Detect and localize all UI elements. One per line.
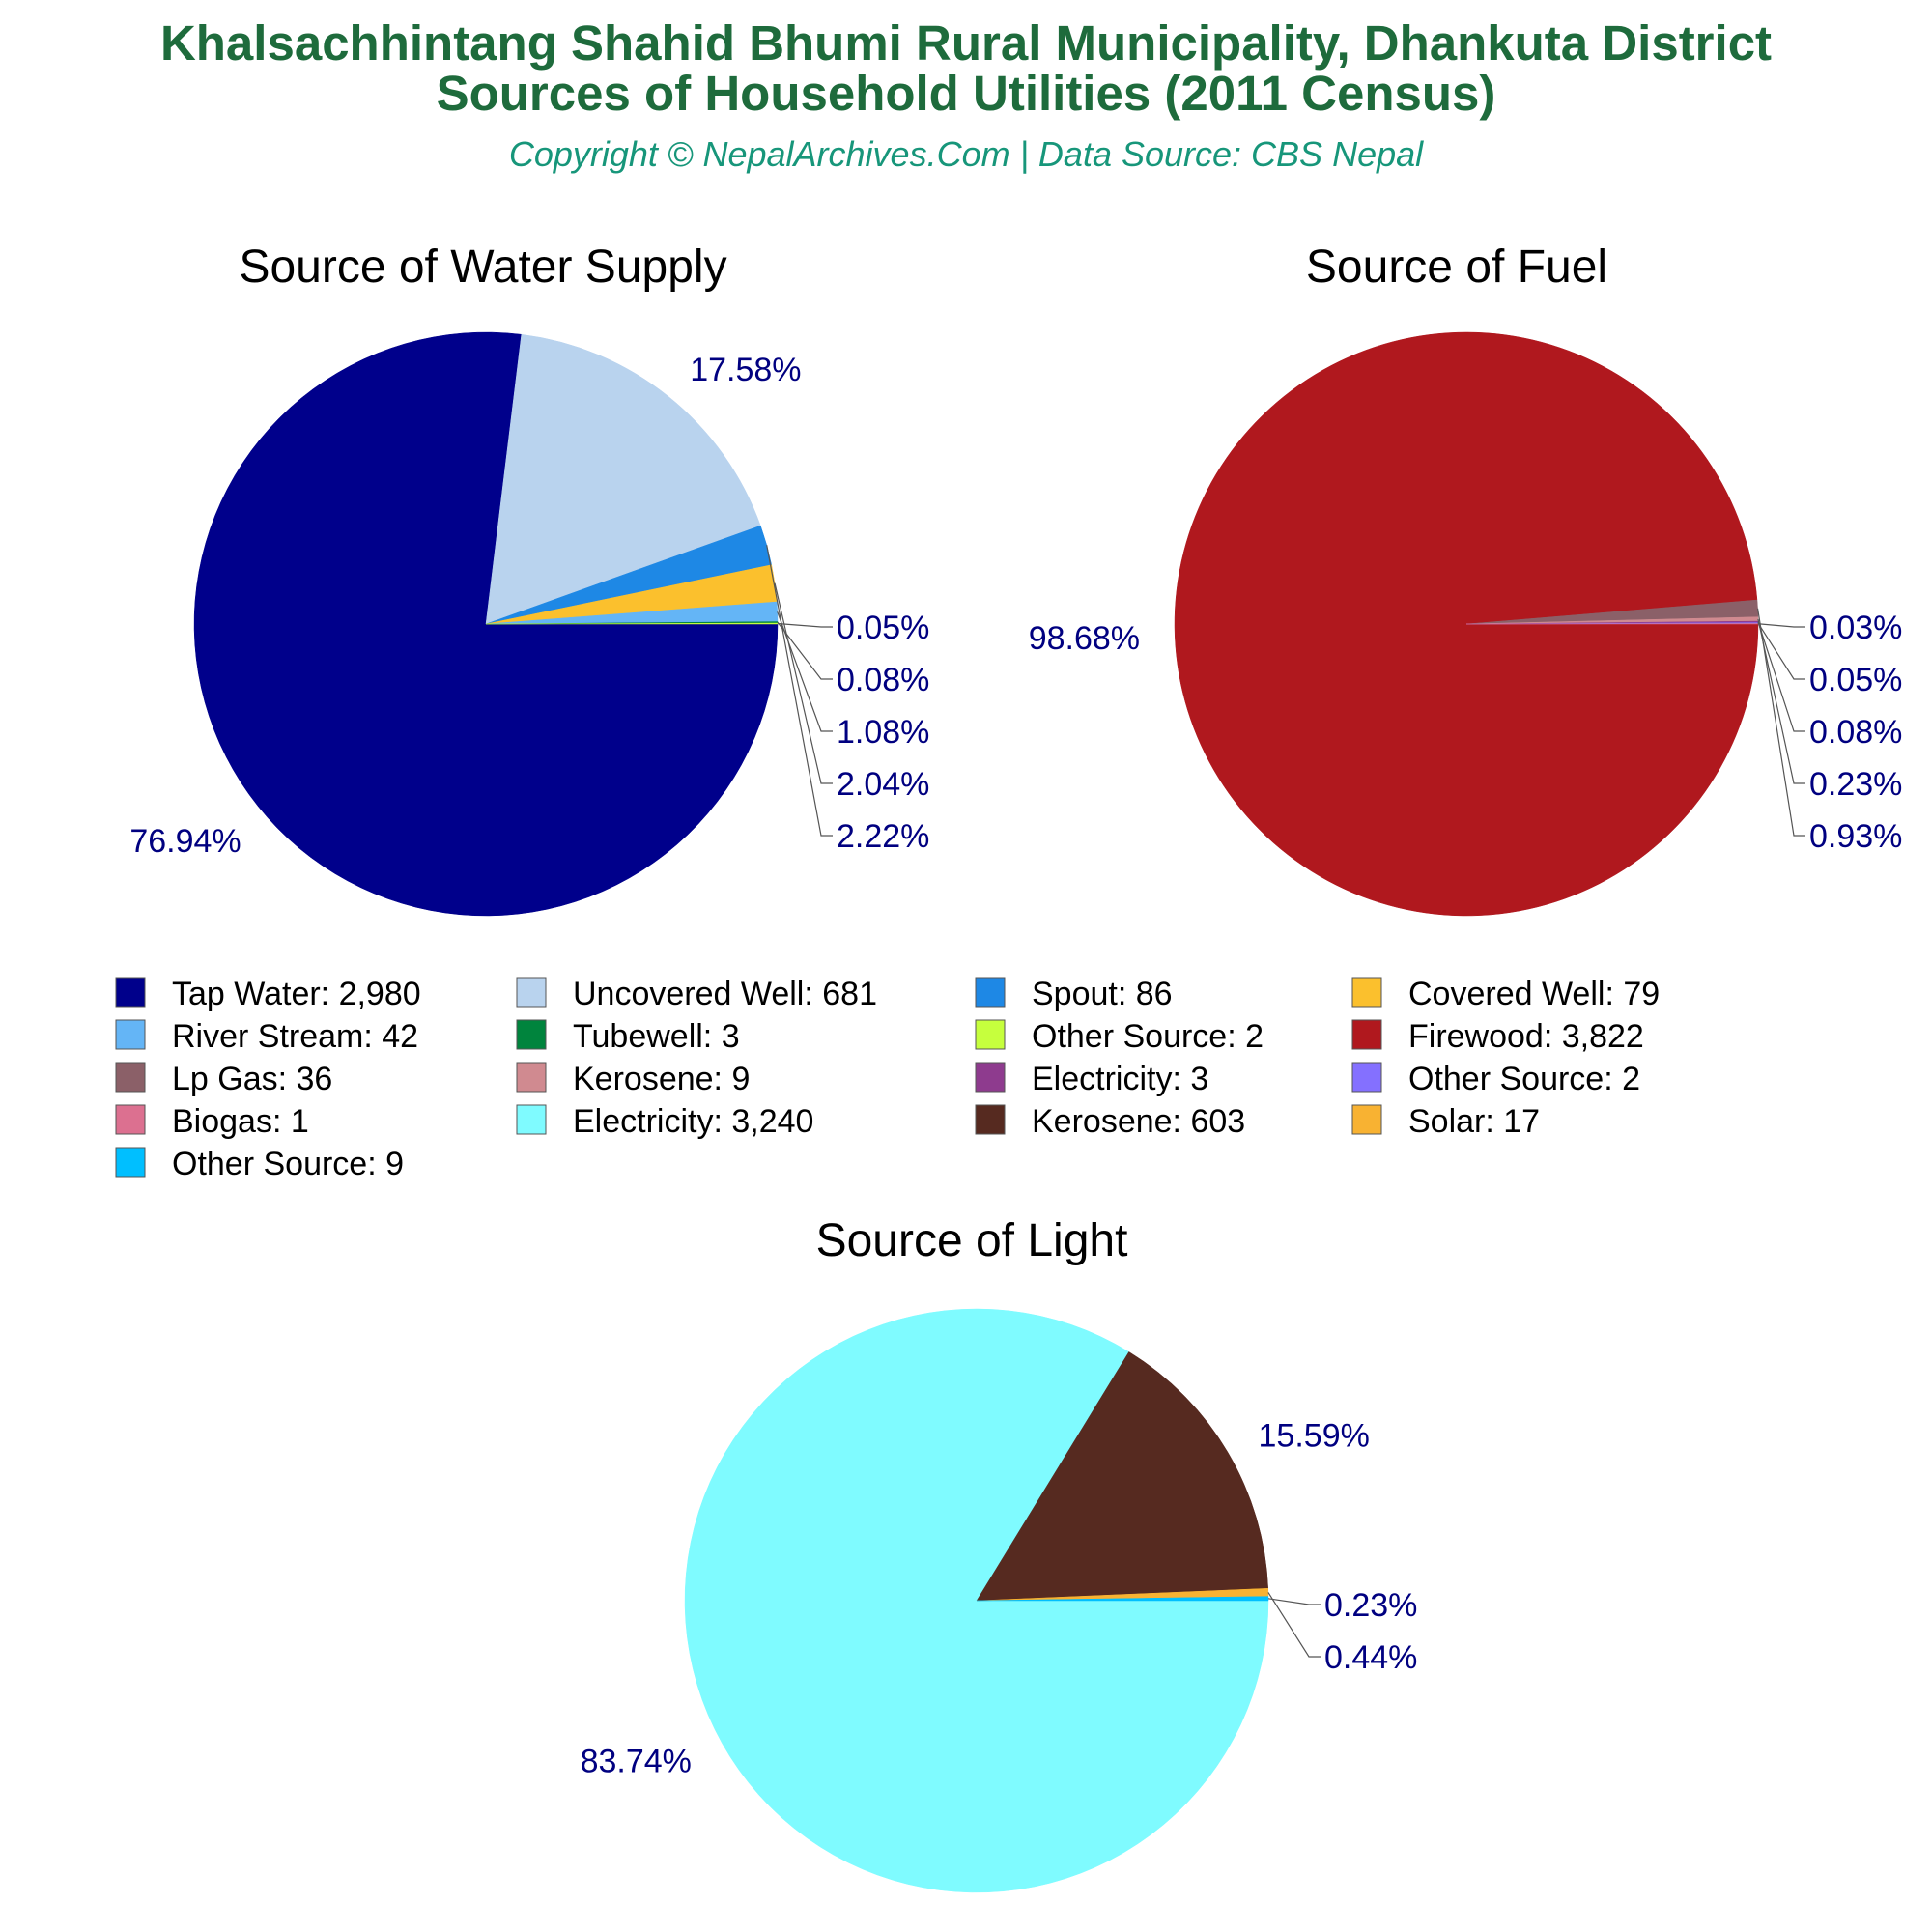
water-supply-percent-label: 0.05% [837,610,929,646]
legend-swatch [115,1062,146,1093]
legend-swatch [115,1019,146,1050]
legend-label: Tap Water: 2,980 [172,976,421,1012]
chart-title-line-2: Sources of Household Utilities (2011 Cen… [437,66,1496,121]
legend-label: Other Source: 2 [1032,1018,1264,1055]
legend-swatch [115,1147,146,1178]
legend-swatch [516,977,547,1008]
legend-label: Kerosene: 603 [1032,1103,1245,1140]
fuel-pie-title: Source of Fuel [1306,242,1607,293]
chart-legend: Tap Water: 2,980 River Stream: 42 Lp Gas: … [115,976,1660,1182]
legend-label: Spout: 86 [1032,976,1173,1012]
water-supply-slice-uncovered-well [485,333,761,625]
light-leader-line [1267,1598,1321,1605]
water-supply-leader-line [777,621,833,680]
fuel-percent-label: 0.23% [1809,766,1902,803]
water-supply-percent-label: 17.58% [690,352,801,388]
fuel-percent-label: 0.05% [1809,662,1902,698]
legend-label: Firewood: 3,822 [1408,1018,1644,1055]
legend-swatch [1351,1062,1382,1093]
legend-label: Lp Gas: 36 [172,1061,332,1097]
light-percent-label: 83.74% [581,1743,692,1779]
fuel-leader-line [1757,618,1805,784]
chart-subtitle: Copyright © NepalArchives.Com | Data Sou… [509,134,1424,174]
fuel-percent-label: 0.08% [1809,714,1902,751]
legend-label: Other Source: 2 [1408,1061,1640,1097]
fuel-percent-label: 98.68% [1029,620,1140,657]
legend-label: Electricity: 3 [1032,1061,1208,1097]
water-supply-percent-label: 76.94% [129,823,241,860]
legend-swatch [1351,1104,1382,1135]
legend-swatch [975,977,1006,1008]
legend-swatch [1351,977,1382,1008]
light-percent-label: 0.23% [1324,1587,1417,1624]
legend-label: Solar: 17 [1408,1103,1540,1140]
legend-swatch [115,977,146,1008]
legend-label: Other Source: 9 [172,1146,404,1182]
legend-label: Kerosene: 9 [573,1061,750,1097]
water-supply-percent-label: 2.04% [837,766,929,803]
legend-label: Biogas: 1 [172,1103,309,1140]
legend-label: Covered Well: 79 [1408,976,1660,1012]
light-pie-title: Source of Light [816,1215,1128,1266]
legend-label: Tubewell: 3 [573,1018,740,1055]
water-supply-pie: Source of Water Supply 76.94% 17.58% 0.05%… [129,242,929,917]
legend-swatch [975,1019,1006,1050]
legend-swatch [975,1062,1006,1093]
water-supply-percent-label: 1.08% [837,714,929,751]
legend-swatch [975,1104,1006,1135]
water-supply-percent-label: 2.22% [837,818,929,855]
legend-label: Electricity: 3,240 [573,1103,813,1140]
fuel-pie: Source of Fuel 98.68% 0.03% 0.05% 0.08% 0.23… [1029,242,1902,917]
water-supply-leader-line [777,622,833,628]
light-leader-line [1267,1592,1321,1658]
water-supply-percent-label: 0.08% [837,662,929,698]
water-supply-leader-line [777,611,833,732]
legend-label: Uncovered Well: 681 [573,976,877,1012]
fuel-percent-label: 0.93% [1809,818,1902,855]
legend-swatch [516,1019,547,1050]
fuel-leader-line [1756,608,1805,837]
legend-swatch [516,1062,547,1093]
fuel-leader-line [1757,623,1805,628]
chart-title-line-1: Khalsachhintang Shahid Bhumi Rural Munic… [160,15,1772,71]
legend-label: River Stream: 42 [172,1018,418,1055]
light-pie: Source of Light 83.74% 15.59% 0.23% 0.44% [581,1215,1417,1893]
legend-swatch [1351,1019,1382,1050]
fuel-leader-line [1757,621,1805,732]
water-supply-leader-line [766,545,833,837]
light-slice-kerosene [976,1351,1268,1602]
water-supply-leader-line [774,582,833,784]
light-percent-label: 0.44% [1324,1639,1417,1676]
light-percent-label: 15.59% [1259,1417,1370,1454]
legend-swatch [516,1104,547,1135]
fuel-leader-line [1757,622,1805,680]
fuel-percent-label: 0.03% [1809,610,1902,646]
water-supply-pie-title: Source of Water Supply [239,242,726,293]
legend-swatch [115,1104,146,1135]
